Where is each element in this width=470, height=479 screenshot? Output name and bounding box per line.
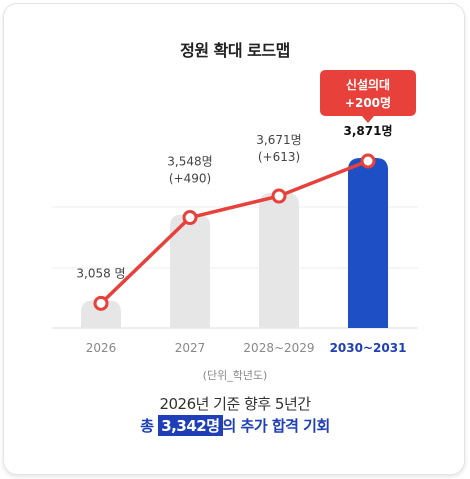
value-label: 3,671명 bbox=[256, 133, 301, 147]
trend-point bbox=[93, 295, 109, 311]
x-tick-label: 2026 bbox=[86, 341, 117, 355]
badge-line1: 신설의대 bbox=[346, 77, 390, 92]
x-tick-label: 2028~2029 bbox=[243, 341, 314, 355]
value-label: 3,058 명 bbox=[76, 266, 125, 280]
summary-line: 2026년 기준 향후 5년간 bbox=[159, 395, 311, 413]
total-suffix: 의 추가 합격 기회 bbox=[222, 417, 331, 435]
chart-title: 정원 확대 로드맵 bbox=[180, 41, 290, 60]
change-label: (+613) bbox=[258, 150, 300, 164]
bar-2026 bbox=[81, 300, 121, 328]
badge-line2: +200명 bbox=[345, 96, 391, 110]
bar-2028~2029 bbox=[259, 193, 299, 328]
total-prefix: 총 bbox=[140, 417, 159, 435]
x-tick-label: 2030~2031 bbox=[330, 341, 407, 355]
value-label: 3,871명 bbox=[344, 124, 393, 138]
trend-point bbox=[360, 153, 376, 169]
bar-2030~2031 bbox=[348, 158, 388, 328]
trend-line bbox=[99, 159, 369, 305]
trend-point bbox=[271, 188, 287, 204]
trend-point bbox=[182, 210, 198, 226]
value-label: 3,548명 bbox=[167, 155, 212, 169]
total-line: 총 3,342명 의 추가 합격 기회 bbox=[0, 415, 470, 436]
change-label: (+490) bbox=[169, 172, 211, 186]
x-tick-label: 2027 bbox=[175, 341, 206, 355]
total-highlight: 3,342명 bbox=[158, 415, 223, 436]
badge-bubble bbox=[320, 70, 416, 123]
bar-2027 bbox=[170, 214, 210, 328]
unit-note: (단위_학년도) bbox=[202, 369, 268, 382]
